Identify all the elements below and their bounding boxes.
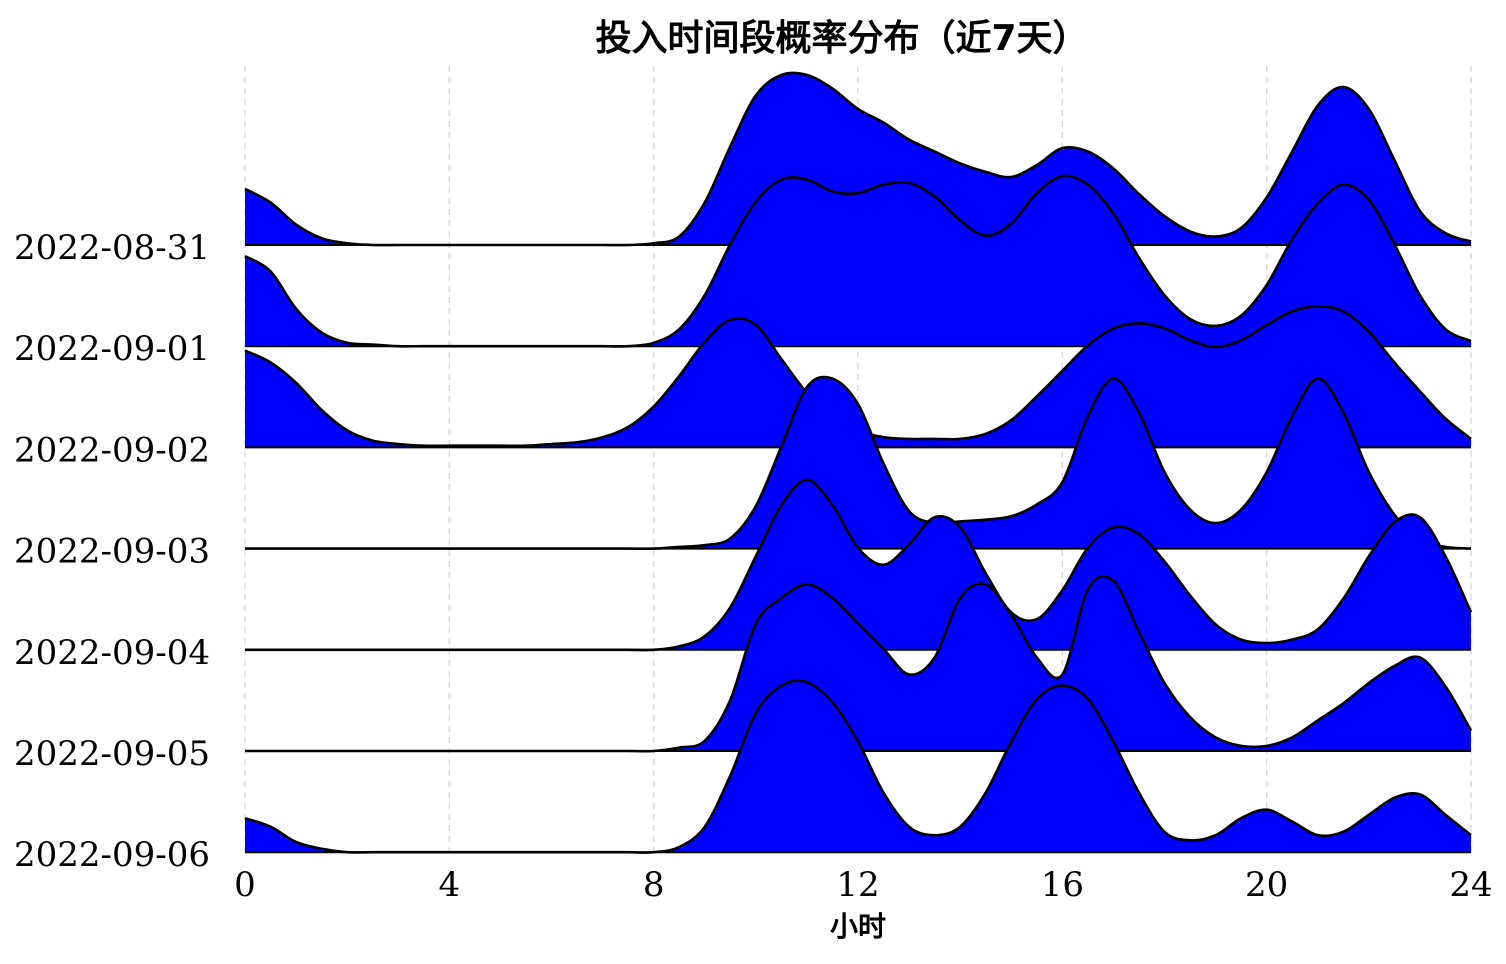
x-tick-label-12: 12 xyxy=(836,865,879,905)
row-label-2022-09-03: 2022-09-03 xyxy=(14,532,210,572)
ridge-area-2022-09-06 xyxy=(245,680,1471,853)
ridge-area-2022-09-02 xyxy=(245,306,1471,448)
ridge-area-2022-09-01 xyxy=(245,175,1471,347)
x-tick-label-8: 8 xyxy=(643,865,665,905)
row-label-2022-09-06: 2022-09-06 xyxy=(14,835,210,875)
ridge-area-2022-09-04 xyxy=(245,479,1471,651)
row-label-2022-09-02: 2022-09-02 xyxy=(14,430,210,470)
row-label-2022-09-04: 2022-09-04 xyxy=(14,633,210,673)
x-tick-label-16: 16 xyxy=(1041,865,1084,905)
row-labels: 2022-08-31 2022-09-01 2022-09-02 2022-09-03… xyxy=(14,228,210,875)
x-tick-label-4: 4 xyxy=(439,865,461,905)
x-tick-label-0: 0 xyxy=(234,865,256,905)
row-label-2022-09-05: 2022-09-05 xyxy=(14,734,210,774)
ridge-area-2022-09-03 xyxy=(245,377,1471,549)
row-label-2022-09-01: 2022-09-01 xyxy=(14,329,210,369)
ridge-area-2022-08-31 xyxy=(245,72,1471,246)
x-axis-label: 小时 xyxy=(830,910,886,943)
ridge-series xyxy=(244,71,1473,854)
row-label-2022-08-31: 2022-08-31 xyxy=(14,228,210,268)
ridge-2022-09-06 xyxy=(244,679,1472,854)
x-tick-label-24: 24 xyxy=(1449,865,1492,905)
x-tick-label-20: 20 xyxy=(1245,865,1288,905)
ridge-area-2022-09-05 xyxy=(245,576,1471,752)
x-tick-labels: 0 4 8 12 16 20 24 xyxy=(234,865,1492,905)
chart-title: 投入时间段概率分布（近7天） xyxy=(595,18,1088,59)
